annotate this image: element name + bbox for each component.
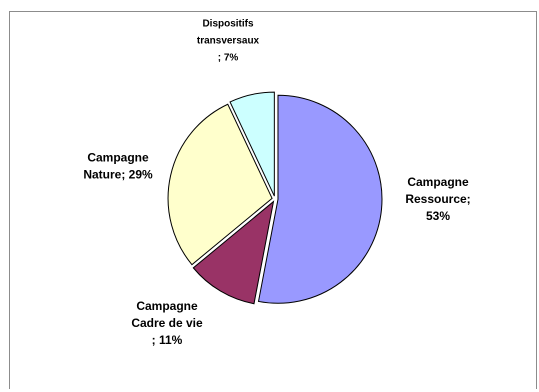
slice-label-0: Campagne Ressource; 53%: [405, 175, 470, 223]
slice-label-1: Campagne Cadre de vie ; 11%: [131, 299, 203, 347]
slice-label-2: Campagne Nature; 29%: [83, 151, 153, 182]
pie-labels: Campagne Ressource; 53% Campagne Cadre de vi…: [83, 19, 470, 348]
pie-slice-3: [229, 91, 275, 197]
slice-label-line: Dispositifs: [202, 19, 254, 30]
chart-frame: [9, 11, 537, 389]
slice-label-line: ; 7%: [218, 53, 239, 64]
pie-slice-0: [257, 94, 383, 304]
slice-label-line: Nature; 29%: [83, 168, 153, 182]
pie-slices: [167, 91, 383, 305]
pie-slice-1: [192, 200, 275, 305]
slice-label-line: ; 11%: [152, 333, 183, 347]
slice-label-line: Campagne: [136, 299, 198, 313]
slice-label-line: Ressource;: [405, 192, 470, 206]
slice-label-line: transversaux: [197, 36, 260, 47]
slice-label-line: Campagne: [407, 175, 469, 189]
slice-label-line: Campagne: [87, 151, 149, 165]
pie-slice-2: [167, 103, 273, 266]
slice-label-line: 53%: [426, 209, 450, 223]
slice-label-line: Cadre de vie: [131, 316, 203, 330]
slice-label-3: Dispositifs transversaux ; 7%: [197, 19, 260, 64]
